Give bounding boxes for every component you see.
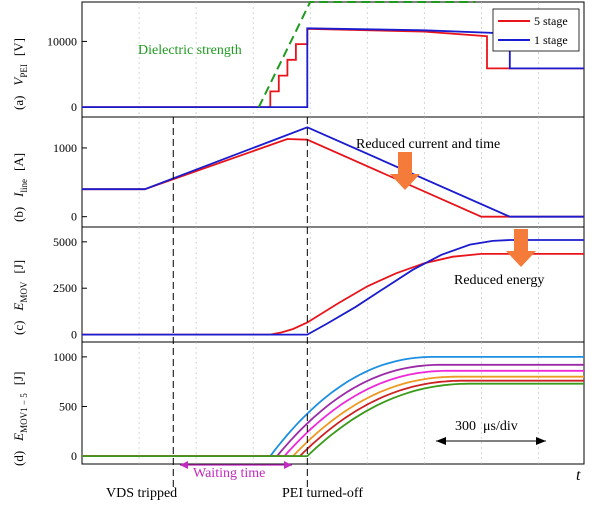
series-5-stage <box>82 138 584 218</box>
panel-a: 0 10000 Dielectric strength 5 stage 1 sta… <box>11 1 585 118</box>
panel-b-grid <box>138 117 539 227</box>
series-mov5 <box>82 379 584 457</box>
arrow-shaft <box>398 152 412 174</box>
waiting-time-bracket: Waiting time <box>180 461 292 481</box>
ytick-label: 5000 <box>53 235 77 249</box>
panel-c-grid <box>138 227 539 342</box>
series-mov2 <box>82 363 584 457</box>
panel-a-yticks: 0 10000 <box>47 34 87 114</box>
legend-box <box>492 8 580 52</box>
ytick-label: 1000 <box>53 141 77 155</box>
panel-c-arrow <box>506 229 536 267</box>
panel-d-frame <box>81 341 585 465</box>
panel-c: 0 2500 5000 Reduced energy (c)EMOV[J] <box>11 226 585 343</box>
panel-a-grid <box>138 2 539 117</box>
scale-bar-left-arrow <box>436 437 446 445</box>
waiting-time-left-arrow <box>180 461 188 469</box>
ytick-label: 1000 <box>53 350 77 364</box>
panel-b-arrow <box>390 152 420 190</box>
series-5-stage <box>82 253 584 336</box>
ytick-label: 2500 <box>53 281 77 295</box>
panel-d-scale-bar: 300 μs/div <box>436 419 546 445</box>
series-1-stage <box>82 126 584 218</box>
panel-b-annotation: Reduced current and time <box>356 137 500 152</box>
ytick-label: 0 <box>71 328 77 342</box>
panel-c-annotation: Reduced energy <box>454 273 544 288</box>
scale-bar-right-arrow <box>536 437 546 445</box>
panel-a-series <box>82 1 584 108</box>
ytick-label: 10000 <box>47 34 77 48</box>
event-label-pei-turned-off: PEI turned-off <box>282 486 363 501</box>
panel-a-legend: 5 stage 1 stage <box>492 8 580 52</box>
series-mov4 <box>82 375 584 457</box>
panel-b-ylabel: (b)Iline[A] <box>11 153 29 222</box>
x-axis-label: t <box>576 467 581 484</box>
series-1-stage <box>82 27 584 108</box>
panel-b-yticks: 0 1000 <box>53 141 87 224</box>
ytick-label: 0 <box>71 449 77 463</box>
panel-c-yticks: 0 2500 5000 <box>53 235 87 342</box>
arrow-head <box>506 251 536 267</box>
series-1-stage <box>82 239 584 336</box>
arrow-shaft <box>514 229 528 251</box>
panel-c-series <box>82 239 584 336</box>
waiting-time-right-arrow <box>284 461 292 469</box>
panel-c-ylabel: (c)EMOV[J] <box>11 260 29 335</box>
series-mov1 <box>82 356 584 457</box>
ytick-label: 500 <box>59 399 77 413</box>
panel-b-series <box>82 126 584 218</box>
ytick-label: 0 <box>71 100 77 114</box>
series-mov3 <box>82 369 584 457</box>
scale-bar-label: 300 μs/div <box>455 419 518 434</box>
panel-d-grid <box>138 342 539 464</box>
series-5-stage <box>82 27 584 108</box>
panel-d-series <box>82 356 584 457</box>
waiting-time-label: Waiting time <box>193 466 265 481</box>
event-label-vds-tripped: VDS tripped <box>106 486 177 501</box>
panel-d: 0 500 1000 300 μs/div (d)EMOV1 − 5[J] t <box>11 341 585 484</box>
ytick-label: 0 <box>71 210 77 224</box>
panel-d-ylabel: (d)EMOV1 − 5[J] <box>11 372 29 466</box>
panel-a-ylabel: (a)VPEI[V] <box>11 38 29 110</box>
arrow-head <box>390 174 420 190</box>
panel-b-frame <box>81 116 585 228</box>
series-mov6 <box>82 382 584 457</box>
series-dielectric-strength <box>257 1 476 108</box>
panel-a-dielectric-label: Dielectric strength <box>138 43 242 58</box>
legend-label-5-stage: 5 stage <box>534 14 568 28</box>
event-markers <box>172 117 308 488</box>
panel-b: 0 1000 Reduced current and time (b)Iline[… <box>11 116 585 228</box>
legend-label-1-stage: 1 stage <box>534 33 568 47</box>
